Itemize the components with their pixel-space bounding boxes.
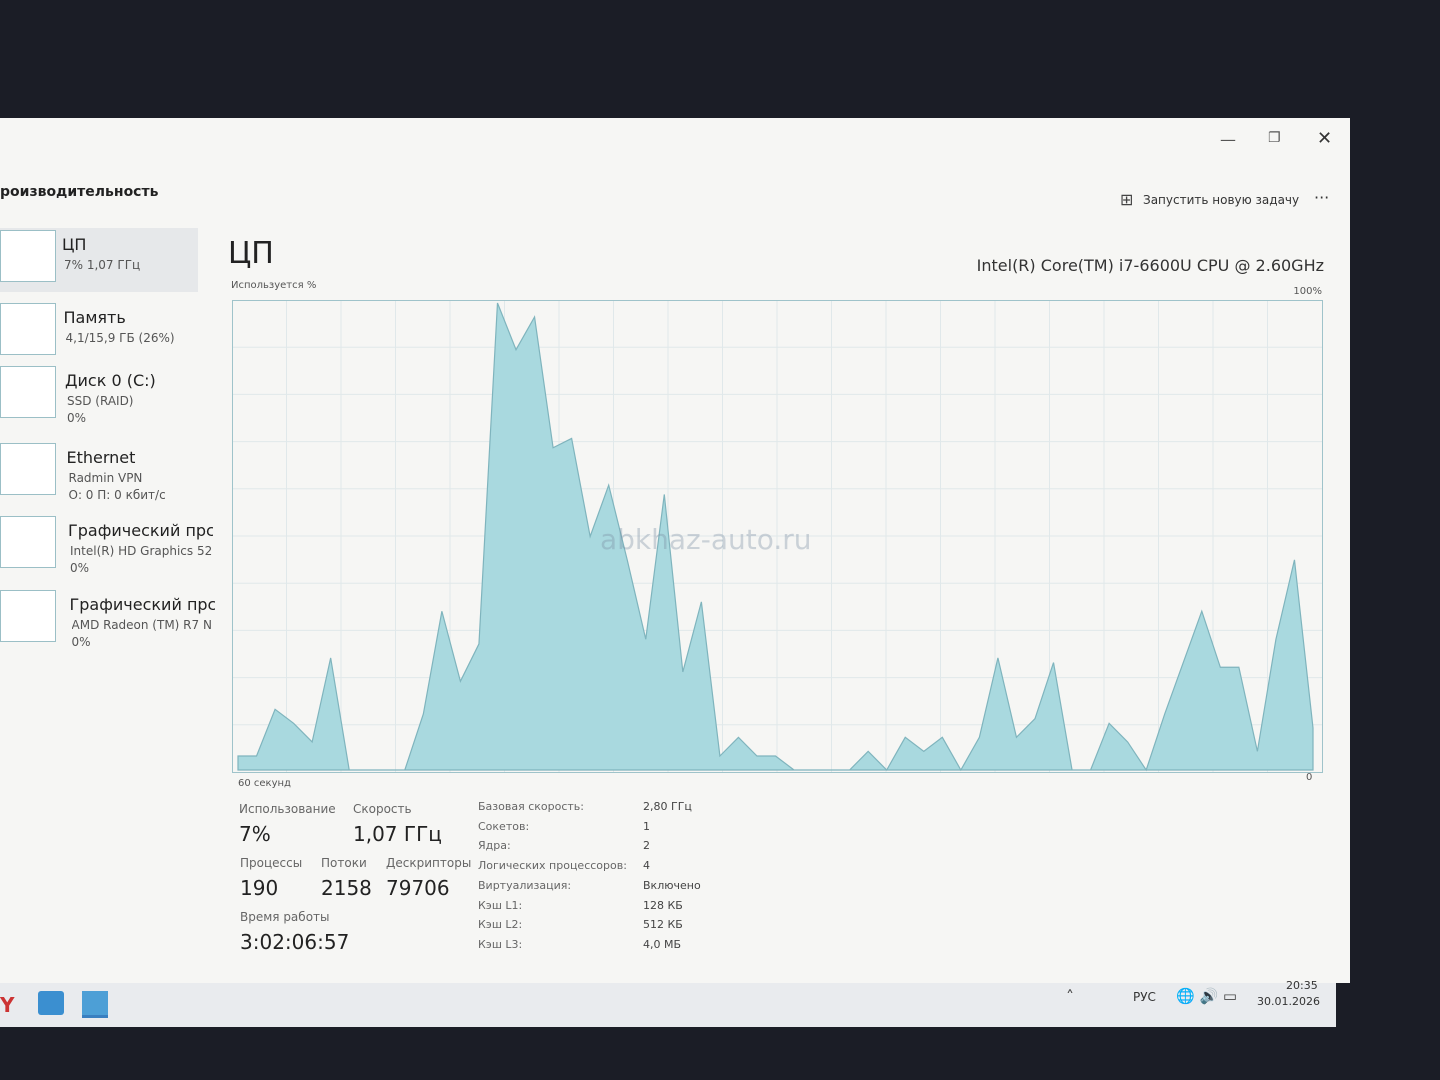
device-detail[interactable]: О: 0 П: 0 кбит/с: [68, 488, 166, 502]
thumbnail[interactable]: [0, 590, 56, 642]
stat-value: 3:02:06:57: [240, 930, 350, 954]
spec-label: Кэш L3:: [478, 937, 523, 951]
device-detail[interactable]: Intel(R) HD Graphics 52: [70, 544, 213, 558]
spec-value: 512 КБ: [643, 918, 683, 932]
stat-label: Дескрипторы: [386, 856, 472, 870]
stat-label: Время работы: [240, 910, 330, 924]
app-icon[interactable]: Y: [0, 993, 15, 1017]
y-max-label: 100%: [1293, 286, 1322, 297]
clock-time[interactable]: 20:35: [1286, 979, 1318, 992]
thumbnail[interactable]: [0, 443, 56, 495]
spec-label: Ядра:: [478, 839, 511, 853]
device-detail[interactable]: 0%: [67, 411, 87, 425]
device-name[interactable]: Графический прс: [68, 521, 213, 540]
language[interactable]: РУС: [1133, 990, 1156, 1004]
minimize-button[interactable]: —: [1220, 130, 1236, 149]
thumbnail[interactable]: [0, 230, 56, 282]
spec-value: 4: [643, 859, 650, 873]
watermark: abkhaz-auto.ru: [600, 523, 812, 556]
device-detail[interactable]: 7% 1,07 ГГц: [64, 258, 141, 272]
tray-icons[interactable]: 🌐 🔊 ▭: [1176, 987, 1238, 1005]
device-detail[interactable]: 0%: [71, 635, 91, 649]
stat-label: Потоки: [321, 856, 367, 870]
device-detail[interactable]: SSD (RAID): [67, 394, 134, 408]
device-name[interactable]: Графический прс: [69, 595, 215, 614]
device-detail[interactable]: 4,1/15,9 ГБ (26%): [65, 331, 175, 345]
x-max-label: 0: [1306, 772, 1313, 783]
spec-value: 2: [643, 839, 650, 853]
panel-title: ЦП: [228, 236, 274, 271]
restore-button[interactable]: ❐: [1268, 130, 1281, 146]
close-button[interactable]: ✕: [1317, 128, 1333, 149]
stat-value: 190: [240, 876, 279, 900]
device-detail[interactable]: Radmin VPN: [68, 471, 143, 485]
spec-label: Сокетов:: [478, 819, 530, 833]
page-title: роизводительность: [0, 184, 159, 200]
stat-value: 7%: [239, 822, 271, 846]
cpu-usage-area: [237, 302, 1314, 772]
spec-label: Базовая скорость:: [478, 800, 584, 813]
device-detail[interactable]: AMD Radeon (TM) R7 N: [71, 618, 212, 632]
spec-label: Кэш L1:: [478, 898, 523, 912]
stat-value: 1,07 ГГц: [353, 822, 442, 846]
y-axis-label: Используется %: [231, 280, 317, 291]
device-detail[interactable]: 0%: [70, 561, 90, 575]
stat-value: 2158: [321, 876, 372, 900]
spec-value: 1: [643, 819, 650, 833]
cpu-name: Intel(R) Core(TM) i7-6600U CPU @ 2.60GHz: [976, 256, 1324, 275]
thumbnail[interactable]: [0, 366, 56, 418]
taskbar: Y ˄ РУС 🌐 🔊 ▭ 20:35 30.01.2026: [0, 979, 1336, 1027]
app-icon[interactable]: [38, 991, 64, 1015]
chart-border: [232, 300, 1323, 773]
spec-value: 2,80 ГГц: [643, 800, 692, 813]
spec-label: Логических процессоров:: [478, 859, 627, 873]
stat-value: 79706: [386, 876, 450, 900]
spec-value: 4,0 МБ: [643, 937, 682, 951]
spec-label: Кэш L2:: [478, 918, 523, 932]
thumbnail[interactable]: [0, 303, 56, 355]
stat-label: Использование: [239, 802, 336, 816]
cpu-chart: [232, 300, 1323, 773]
stat-label: Процессы: [240, 856, 303, 870]
device-name[interactable]: Диск 0 (C:): [65, 371, 156, 390]
device-name[interactable]: Ethernet: [66, 448, 136, 467]
new-task-icon[interactable]: ⊞: [1120, 190, 1134, 209]
task-manager-window: — ❐ ✕ роизводительность ⊞ Запустить нову…: [0, 118, 1350, 983]
tray-arrow[interactable]: ˄: [1066, 987, 1074, 1006]
device-name[interactable]: Память: [63, 308, 126, 327]
device-name[interactable]: ЦП: [62, 235, 87, 254]
task-manager-icon[interactable]: [82, 991, 108, 1018]
stat-label: Скорость: [353, 802, 412, 816]
spec-label: Виртуализация:: [478, 878, 572, 892]
thumbnail[interactable]: [0, 516, 56, 568]
spec-value: 128 КБ: [643, 898, 683, 912]
new-task-button[interactable]: Запустить новую задачу: [1143, 193, 1300, 207]
spec-value: Включено: [643, 878, 701, 892]
more-button[interactable]: ···: [1314, 188, 1330, 207]
x-min-label: 60 секунд: [238, 778, 291, 789]
clock-date[interactable]: 30.01.2026: [1257, 995, 1320, 1008]
